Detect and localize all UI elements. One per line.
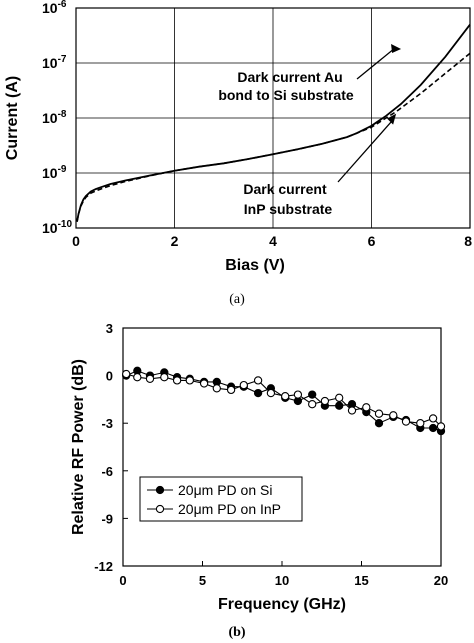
- x-tick-label: 15: [354, 573, 368, 588]
- data-point-si: [374, 419, 384, 428]
- x-axis-label: Frequency (GHz): [218, 596, 346, 613]
- data-point-inp: [160, 373, 169, 382]
- y-axis-label: Relative RF Power (dB): [70, 359, 87, 535]
- data-point-inp: [239, 380, 248, 390]
- data-point-si: [308, 390, 317, 399]
- data-point-inp: [389, 411, 398, 420]
- data-point-inp: [199, 379, 209, 388]
- y-tick-label: -6: [101, 464, 113, 479]
- legend-box: [139, 476, 303, 522]
- y-tick-label: 3: [106, 321, 113, 336]
- annotation-au-line2: bond to Si substrate: [218, 87, 354, 103]
- x-tick-label: 2: [171, 233, 179, 249]
- x-tick-label: 8: [464, 233, 472, 249]
- x-tick-label: 5: [199, 573, 206, 588]
- x-tick-label: 0: [72, 233, 80, 249]
- data-point-inp: [293, 390, 303, 399]
- data-point-inp: [226, 385, 236, 395]
- chart-b: 0 5 10 15 20 3 0 -3 -6 -9 -12 Frequency (GHz) Relati…: [70, 321, 448, 640]
- y-tick-label: 10-10: [42, 219, 72, 236]
- annotation-au-arrow: [356, 47, 396, 80]
- annotation-inp-line2: InP substrate: [244, 201, 333, 217]
- y-tick-label: 10-6: [42, 0, 67, 16]
- data-point-inp: [401, 417, 411, 426]
- data-point-inp: [172, 376, 182, 385]
- y-axis-label: Current (A): [4, 76, 21, 160]
- legend-entry: 20μm PD on Si: [178, 482, 272, 498]
- annotation-inp-line1: Dark current: [243, 181, 327, 197]
- data-point-inp: [185, 376, 194, 385]
- annotation-au-arrowhead: [391, 43, 402, 53]
- data-point-inp: [212, 384, 221, 393]
- x-tick-label: 0: [119, 573, 126, 588]
- x-tick-label: 4: [269, 233, 277, 249]
- data-point-inp: [133, 373, 142, 382]
- data-point-inp: [416, 419, 425, 428]
- x-axis-label: Bias (V): [225, 257, 285, 274]
- annotation-inp-arrow: [337, 119, 394, 183]
- annotation-au-line1: Dark current Au: [237, 69, 342, 85]
- data-point-inp: [122, 369, 131, 379]
- y-tick-label: 10-9: [42, 164, 67, 181]
- data-point-inp: [428, 414, 438, 423]
- legend-entry: 20μm PD on InP: [178, 501, 281, 517]
- plot-frame: [122, 327, 442, 567]
- data-point-inp: [308, 400, 317, 409]
- caption-a: (a): [229, 292, 245, 307]
- data-point-inp: [266, 388, 276, 398]
- data-point-inp: [253, 376, 263, 385]
- plot-frame: [75, 7, 471, 229]
- legend-marker: [155, 504, 165, 514]
- data-point-inp: [436, 422, 446, 431]
- chart-a: 0 2 4 6 8 10-10 10-9 10-8 10-7 10-6 Bias (V) Curren…: [4, 0, 472, 307]
- annotation-inp-arrowhead: [387, 113, 397, 125]
- x-tick-label: 6: [368, 233, 376, 249]
- y-tick-label: -3: [101, 416, 113, 431]
- x-tick-label: 10: [275, 573, 289, 588]
- data-point-inp: [281, 392, 290, 401]
- series-line-inp: [76, 52, 471, 222]
- data-point-inp: [320, 396, 330, 406]
- y-tick-label: 10-7: [42, 54, 67, 71]
- y-tick-label: 0: [106, 369, 113, 384]
- x-tick-label: 20: [434, 573, 448, 588]
- data-point-si: [253, 388, 263, 398]
- caption-b: (b): [228, 625, 245, 640]
- y-tick-label: -9: [101, 511, 113, 526]
- data-point-inp: [362, 403, 371, 412]
- data-point-si: [428, 423, 438, 433]
- y-tick-label: -12: [94, 559, 113, 574]
- legend-marker: [155, 485, 165, 495]
- data-point-inp: [374, 409, 384, 418]
- data-point-inp: [347, 406, 357, 415]
- data-point-si: [335, 401, 344, 410]
- data-point-inp: [335, 393, 344, 402]
- y-tick-label: 10-8: [42, 109, 67, 126]
- legend: 20μm PD on Si 20μm PD on InP: [139, 476, 303, 522]
- data-point-inp: [145, 374, 155, 383]
